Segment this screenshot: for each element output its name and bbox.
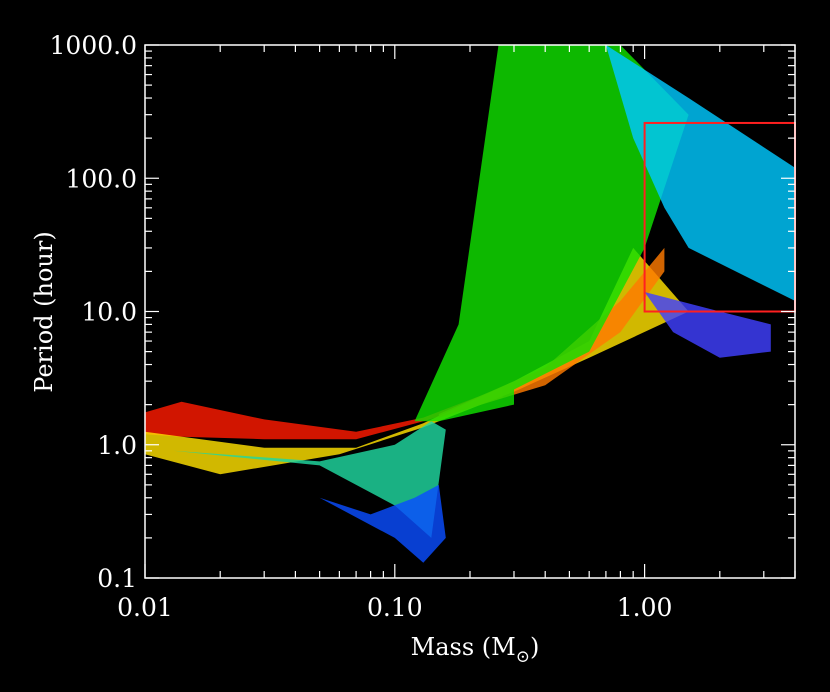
- y-axis-title: Period (hour): [30, 231, 58, 392]
- track-band-6: [644, 292, 771, 358]
- track-band-2: [438, 247, 665, 418]
- y-tick-labels: 0.1 1.0 10.0 100.0 1000.0: [50, 31, 137, 593]
- y-tick-label: 0.1: [97, 564, 137, 593]
- y-tick-label: 100.0: [65, 164, 137, 193]
- track-band-4: [173, 421, 446, 538]
- axis-ticks: [144, 44, 796, 579]
- track-band-5: [319, 484, 446, 563]
- track-bands: [145, 45, 795, 563]
- x-tick-labels: 0.01 0.10 1.00: [117, 593, 672, 622]
- x-tick-label: 0.10: [367, 593, 423, 622]
- x-tick-label: 1.00: [617, 593, 673, 622]
- track-band-1: [145, 247, 689, 475]
- x-axis-title: Mass (M⊙): [411, 633, 540, 667]
- y-tick-label: 10.0: [81, 298, 137, 327]
- track-band-7: [605, 45, 795, 301]
- track-band-0: [145, 387, 503, 440]
- track-band-3: [414, 45, 689, 422]
- x-tick-label: 0.01: [117, 593, 173, 622]
- y-tick-label: 1.0: [97, 431, 137, 460]
- y-tick-label: 1000.0: [50, 31, 137, 60]
